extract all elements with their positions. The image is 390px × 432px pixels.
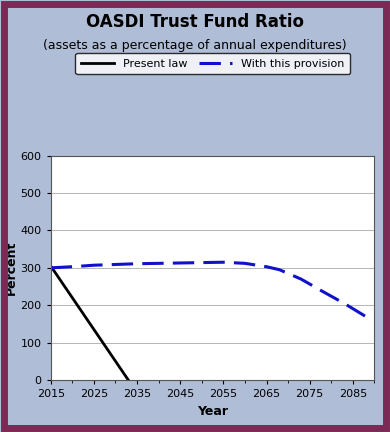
Text: OASDI Trust Fund Ratio: OASDI Trust Fund Ratio xyxy=(86,13,304,31)
Text: (assets as a percentage of annual expenditures): (assets as a percentage of annual expend… xyxy=(43,39,347,52)
Legend: Present law, With this provision: Present law, With this provision xyxy=(75,53,350,74)
Y-axis label: Percent: Percent xyxy=(5,241,18,295)
X-axis label: Year: Year xyxy=(197,405,228,418)
